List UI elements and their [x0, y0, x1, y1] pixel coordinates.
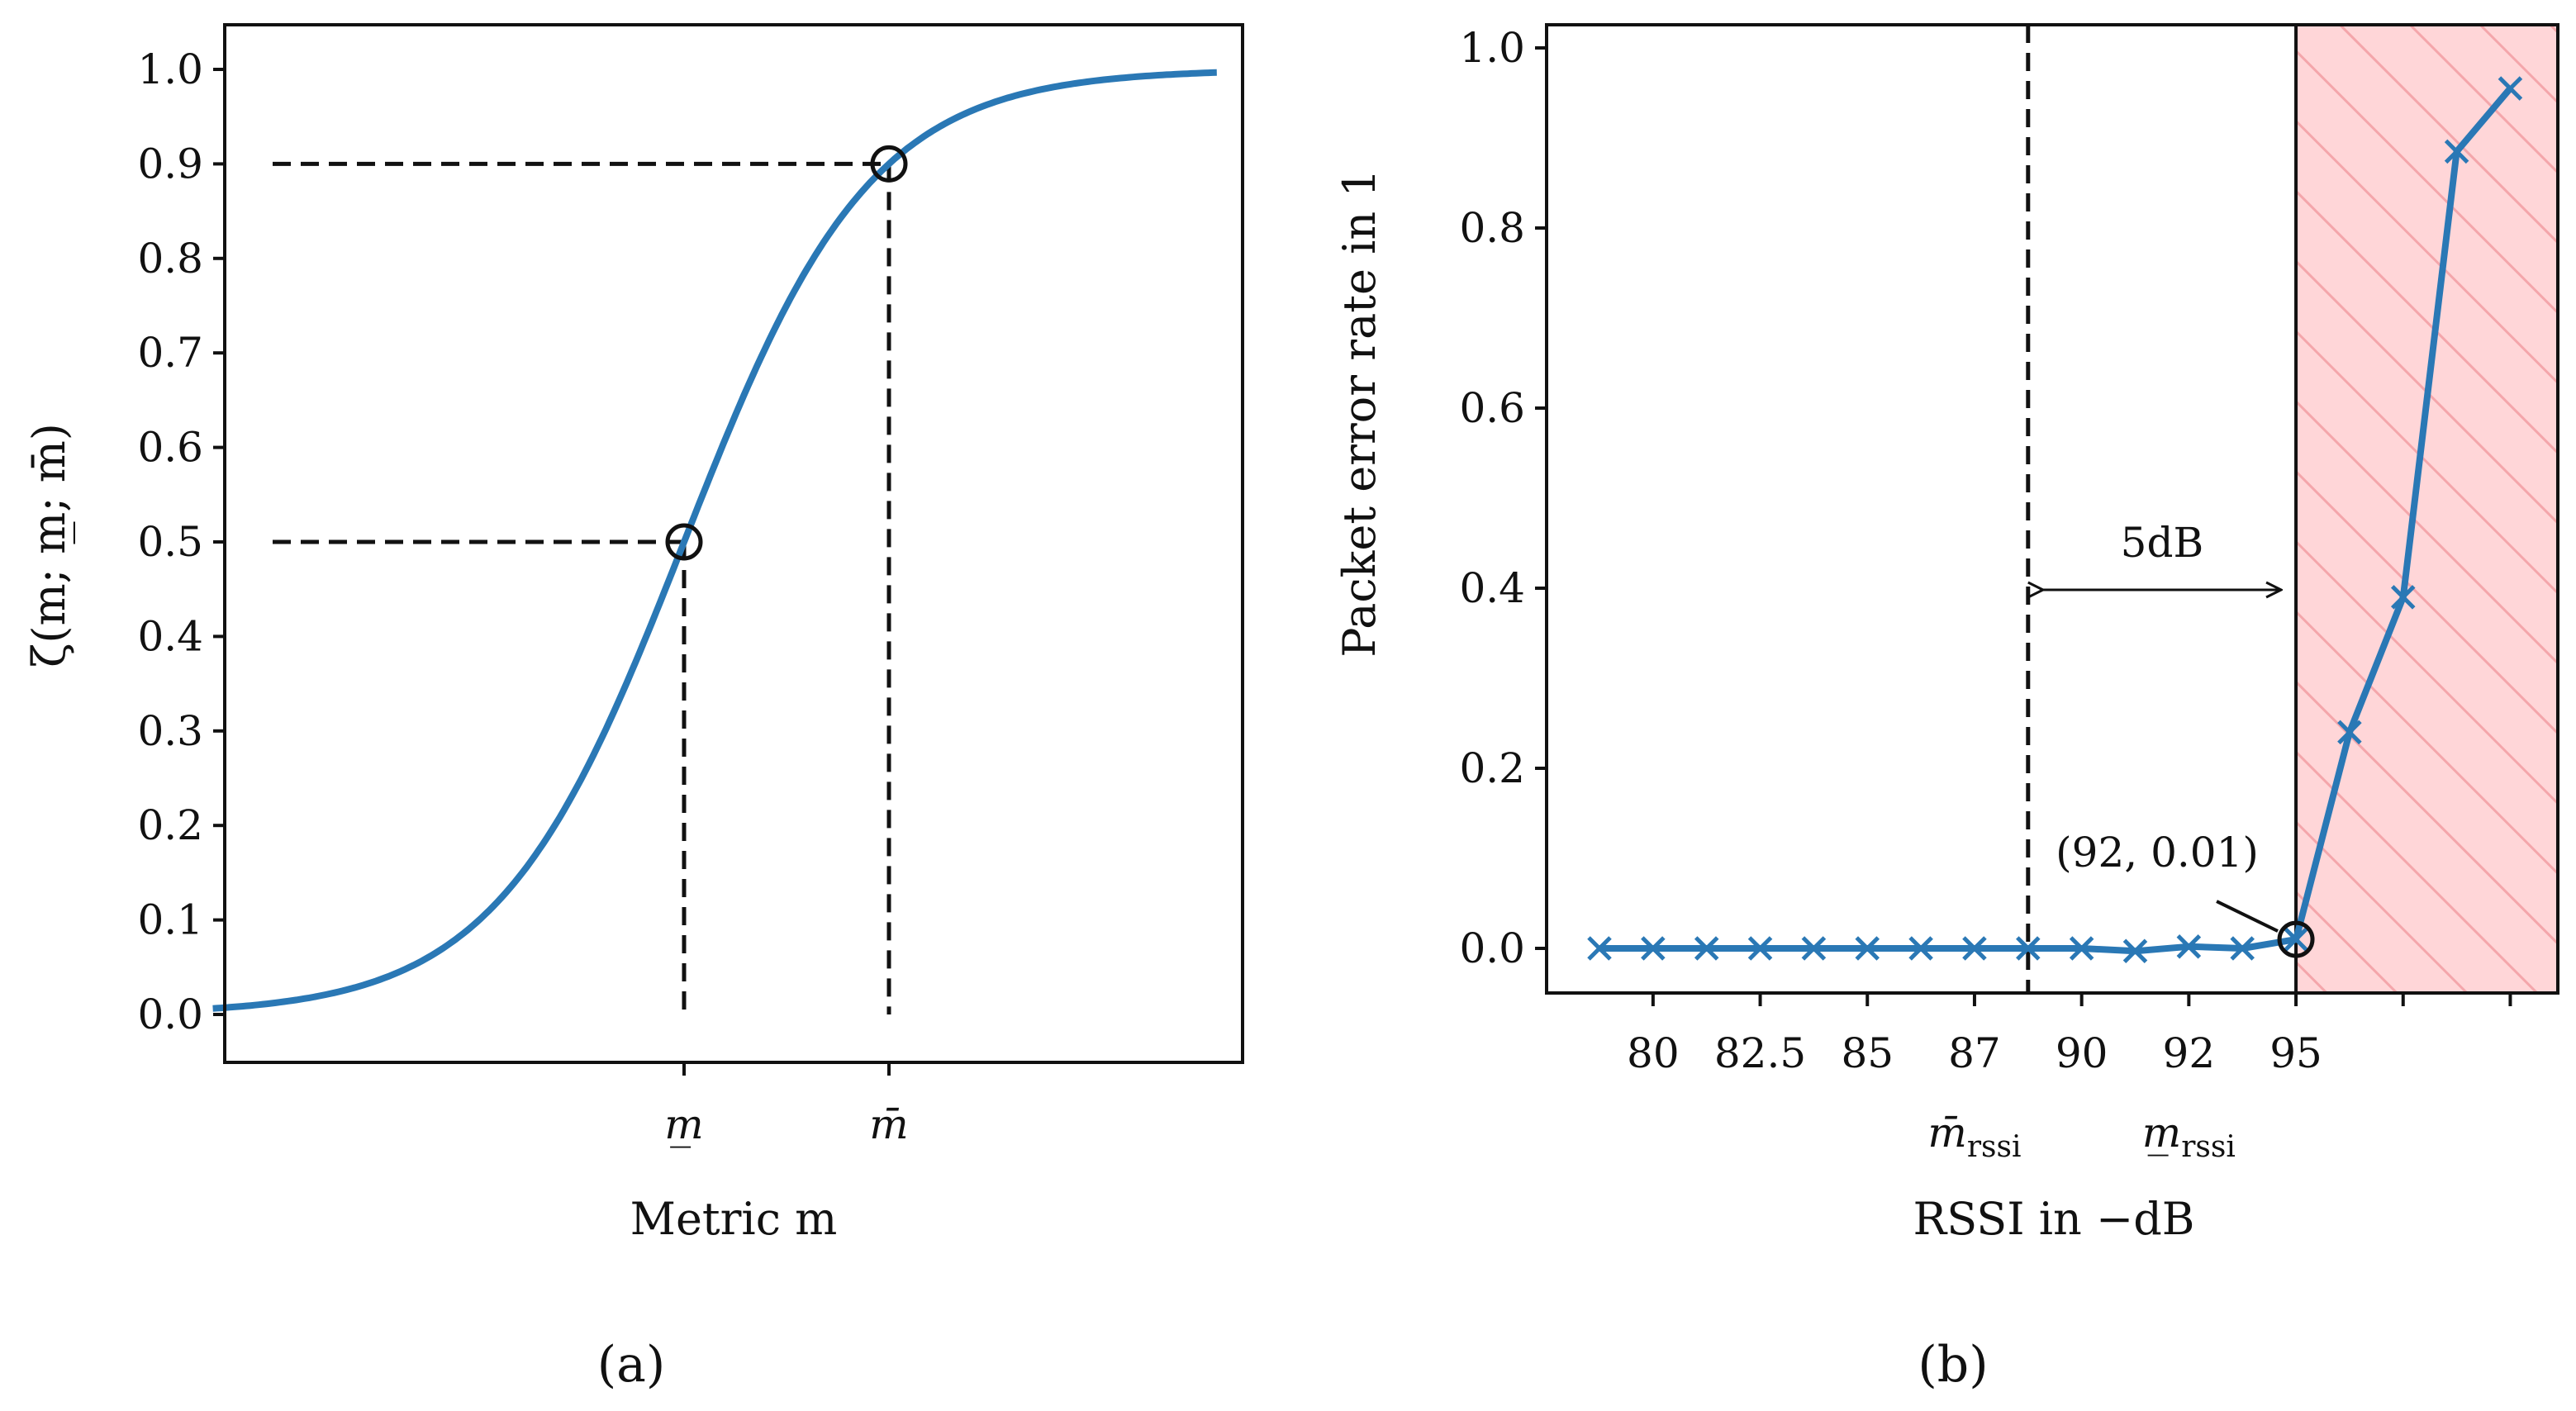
panel-b-series: [1587, 76, 2523, 964]
y-tick-label: 0.2: [137, 801, 203, 849]
open-circle-marker-1: [870, 145, 908, 183]
panel-b-5db-label: 5dB: [2121, 519, 2204, 567]
x-marker-stroke: [2069, 936, 2094, 961]
y-tick-label: 0.7: [137, 329, 203, 377]
panel-b-x-axis-label: RSSI in −dB: [1913, 1193, 2195, 1245]
panel-a-chart: 0.0 0.1 0.2 0.3 0.4 0.5 0.6 0.7 0.8 0.9 1.0 m̲ m̄ ζ…: [23, 23, 1244, 1394]
x-marker: [2498, 76, 2523, 101]
y-tick-label: 0.0: [1459, 924, 1525, 972]
panel-a-label: (a): [597, 1336, 666, 1394]
x-marker: [2284, 927, 2308, 952]
x-marker-stroke: [2016, 936, 2041, 961]
x-tick-label: 80: [1627, 1029, 1680, 1077]
x-tick-label: 90: [2056, 1029, 2108, 1077]
panel-b-chart: 5dB (92, 0.01) 0.0 0.2 0.4 0.6 0.8 1.0 80 82.5…: [1333, 23, 2559, 1394]
x-marker-stroke: [2122, 938, 2148, 964]
x-marker: [1801, 936, 1827, 961]
x-marker: [1587, 936, 1612, 961]
panel-a-guides: [273, 161, 891, 1014]
x-tick-label: 92: [2163, 1029, 2216, 1077]
x-marker-stroke: [1694, 936, 1719, 961]
per-line: [1599, 86, 2513, 955]
y-tick-label: 0.2: [1459, 744, 1525, 792]
panel-a-frame: [223, 23, 1244, 1064]
y-tick-label: 0.3: [137, 707, 203, 755]
y-tick-label: 0.6: [137, 424, 203, 472]
x-marker: [2337, 720, 2362, 745]
secondary-x-tick-label: m̄rssi: [1927, 1109, 2021, 1164]
y-tick-label: 0.6: [1459, 384, 1525, 432]
y-tick-label: 0.4: [1459, 564, 1525, 612]
y-tick-label: 0.4: [137, 612, 203, 660]
x-tick-label: m̄: [869, 1100, 908, 1148]
x-marker-stroke: [1747, 936, 1773, 961]
y-tick-label: 0.8: [1459, 204, 1525, 252]
panel-b-vertical-lines: [2026, 25, 2298, 993]
open-circle-marker-0: [665, 523, 703, 561]
x-marker: [2444, 139, 2469, 164]
x-marker: [1855, 936, 1880, 961]
x-marker: [1641, 936, 1666, 961]
x-marker: [1962, 936, 1987, 961]
x-marker-stroke: [2444, 139, 2469, 164]
panel-a-x-ticks: m̲ m̄: [664, 1062, 909, 1148]
panel-a-markers: [665, 145, 908, 561]
x-marker: [2016, 936, 2041, 961]
x-marker-stroke: [1801, 936, 1827, 961]
y-tick-label: 0.8: [137, 235, 203, 283]
secondary-x-tick-label: m̲rssi: [2142, 1109, 2236, 1164]
x-marker: [2390, 585, 2416, 610]
x-marker-stroke: [2337, 720, 2362, 745]
panel-b-point-annotation: (92, 0.01): [2056, 829, 2259, 877]
panel-b-secondary-x-ticks: m̄rssi m̲rssi: [1927, 1109, 2235, 1164]
panel-a-series: [212, 69, 1217, 1012]
panel-a-x-axis-label: Metric m: [630, 1193, 838, 1245]
panel-a-y-axis-label: ζ(m; m̲; m̄): [23, 423, 75, 667]
x-marker: [1694, 936, 1719, 961]
panel-b-shaded-region: [2296, 25, 2558, 993]
panel-b-label: (b): [1918, 1336, 1988, 1394]
x-marker-stroke: [1908, 936, 1933, 961]
y-tick-label: 0.5: [137, 518, 203, 566]
y-tick-label: 0.0: [137, 991, 203, 1038]
x-marker: [2176, 934, 2202, 959]
x-marker-stroke: [2498, 76, 2523, 101]
x-marker: [2230, 936, 2255, 961]
x-marker-stroke: [2176, 934, 2202, 959]
panel-b-point-circle: [2277, 920, 2315, 958]
x-marker-stroke: [1962, 936, 1987, 961]
x-marker-stroke: [1587, 936, 1612, 961]
x-marker: [1747, 936, 1773, 961]
y-tick-label: 1.0: [137, 45, 203, 93]
panel-b-point-leader: [2216, 900, 2279, 933]
panel-b-x-ticks: 80 82.5 85 87 90 92 95: [1627, 993, 2512, 1077]
x-marker-stroke: [2230, 936, 2255, 961]
x-marker: [2122, 938, 2148, 964]
panel-b-frame: [1545, 23, 2559, 995]
panel-b-annotations: 5dB (92, 0.01): [2043, 519, 2315, 958]
x-tick-label: 87: [1948, 1029, 2001, 1077]
y-tick-label: 0.1: [137, 896, 203, 944]
panel-b-y-ticks: 0.0 0.2 0.4 0.6 0.8 1.0: [1459, 24, 1547, 972]
x-marker-stroke: [1855, 936, 1880, 961]
sigmoid-curve: [212, 69, 1217, 1012]
x-marker-stroke: [2390, 585, 2416, 610]
panel-b-y-axis-label: Packet error rate in 1: [1333, 169, 1385, 657]
x-marker: [1908, 936, 1933, 961]
panel-a-y-ticks: 0.0 0.1 0.2 0.3 0.4 0.5 0.6 0.7 0.8 0.9 1.0: [137, 45, 225, 1038]
y-tick-label: 1.0: [1459, 24, 1525, 72]
x-marker: [2069, 936, 2094, 961]
x-tick-label: m̲: [664, 1100, 703, 1148]
x-marker-stroke: [1641, 936, 1666, 961]
x-tick-label: 82.5: [1714, 1029, 1806, 1077]
x-tick-label: 85: [1841, 1029, 1894, 1077]
x-tick-label: 95: [2269, 1029, 2322, 1077]
y-tick-label: 0.9: [137, 140, 203, 188]
x-marker-stroke: [2284, 927, 2308, 952]
